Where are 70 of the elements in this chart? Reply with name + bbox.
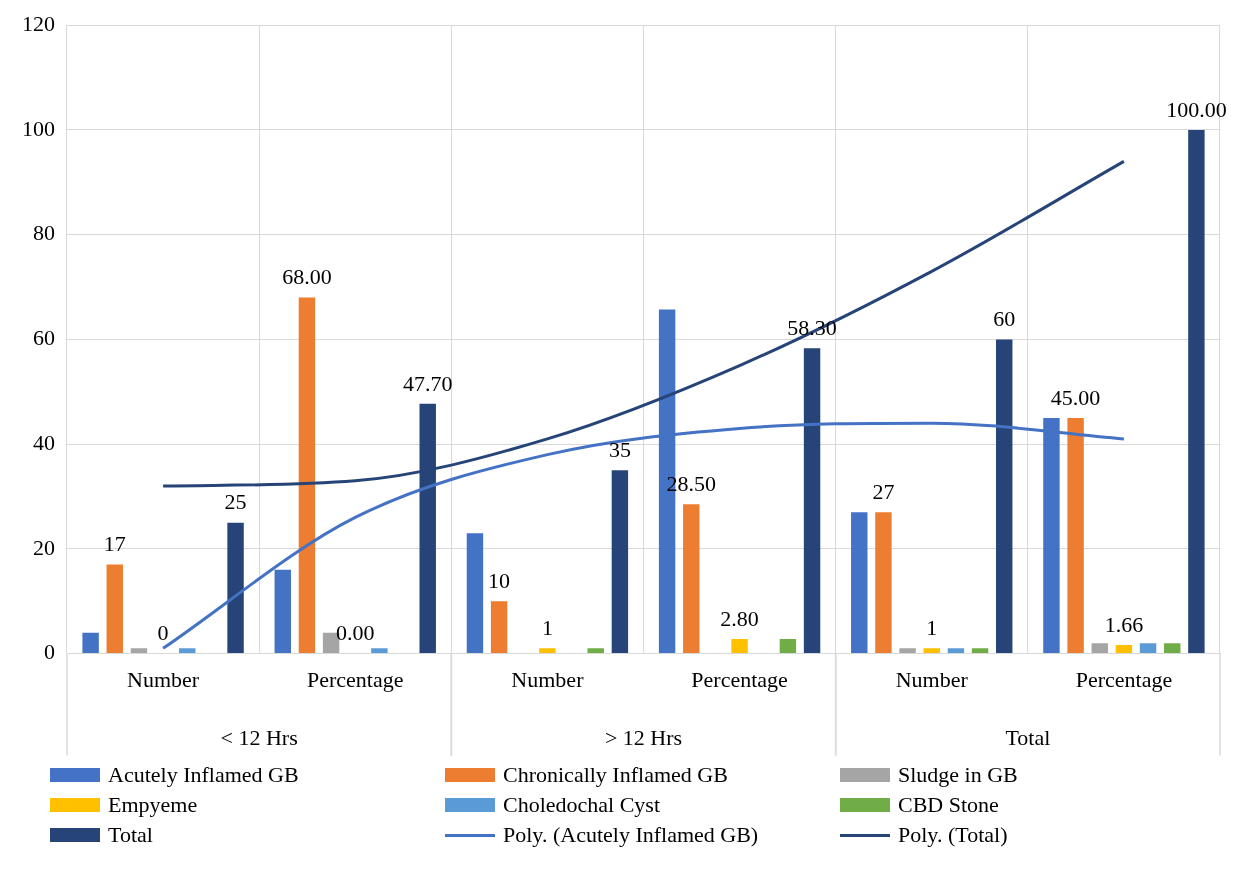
x-tick-label: Number (895, 666, 969, 692)
bar (539, 648, 556, 654)
bar (371, 648, 388, 654)
data-label: 25 (224, 489, 247, 515)
bar (779, 638, 797, 654)
data-label: 1 (541, 615, 553, 641)
x-tick-label: Percentage (691, 666, 788, 692)
data-label: 68.00 (282, 264, 332, 290)
legend-label: Sludge in GB (898, 762, 1018, 788)
x-tick-label: Percentage (307, 666, 404, 692)
y-tick-label: 100 (22, 115, 55, 141)
text: < 12 Hrs (220, 725, 298, 751)
data-label: 17 (103, 531, 126, 557)
bar (179, 648, 196, 654)
bar (947, 648, 965, 654)
legend-label: Total (108, 822, 153, 848)
bar (298, 297, 316, 654)
bar (851, 512, 868, 654)
bar (1188, 129, 1205, 654)
bar (1164, 643, 1181, 654)
legend-label: Poly. (Acutely Inflamed GB) (503, 822, 759, 848)
bar (466, 533, 484, 654)
data-label: 60 (993, 306, 1016, 332)
bar (996, 339, 1013, 654)
legend-label: Choledochal Cyst (503, 792, 661, 818)
x-tick-label: Percentage (1075, 666, 1173, 692)
y-tick-label: 20 (33, 534, 55, 560)
bar (130, 648, 148, 654)
bar (899, 648, 916, 654)
data-label: 0.00 (336, 620, 375, 646)
y-tick-label: 120 (22, 10, 55, 36)
data-label: 1 (926, 615, 938, 641)
legend-label: Poly. (Total) (898, 822, 1008, 848)
bar (611, 470, 629, 654)
data-label: 100.00 (1166, 96, 1227, 122)
bar (227, 522, 244, 654)
data-label: 0 (157, 620, 169, 646)
bar (683, 504, 700, 654)
bar (82, 632, 99, 654)
legend-label: Chronically Inflamed GB (503, 762, 728, 788)
legend-label: Empyeme (108, 792, 198, 818)
x-tick-label: Number (511, 666, 585, 692)
bar (1067, 417, 1084, 654)
data-label: 1.66 (1104, 611, 1144, 637)
bar (106, 564, 123, 654)
data-label: 27 (872, 478, 895, 504)
bar (1139, 643, 1157, 654)
data-label: 47.70 (402, 370, 453, 396)
legend-label: CBD Stone (898, 792, 999, 818)
y-tick-label: 80 (33, 220, 55, 246)
y-tick-label: 0 (44, 639, 55, 665)
x-tick-label: Number (127, 666, 200, 692)
bar (923, 648, 940, 654)
data-label: 35 (608, 437, 631, 463)
bar (490, 601, 508, 654)
text: > 12 Hrs (604, 725, 683, 751)
bar (971, 648, 989, 654)
bar (803, 348, 821, 654)
data-label: 45.00 (1050, 384, 1101, 410)
bar (1091, 643, 1108, 654)
y-tick-label: 60 (33, 325, 55, 351)
bar (731, 638, 748, 654)
bar (587, 648, 604, 654)
data-label: 2.80 (720, 605, 759, 631)
y-tick-label: 40 (33, 429, 55, 455)
bar (1115, 644, 1133, 654)
text: Total (1005, 725, 1051, 751)
legend-label: Acutely Inflamed GB (108, 762, 299, 788)
bar (875, 512, 892, 654)
data-label: 10 (488, 568, 511, 594)
